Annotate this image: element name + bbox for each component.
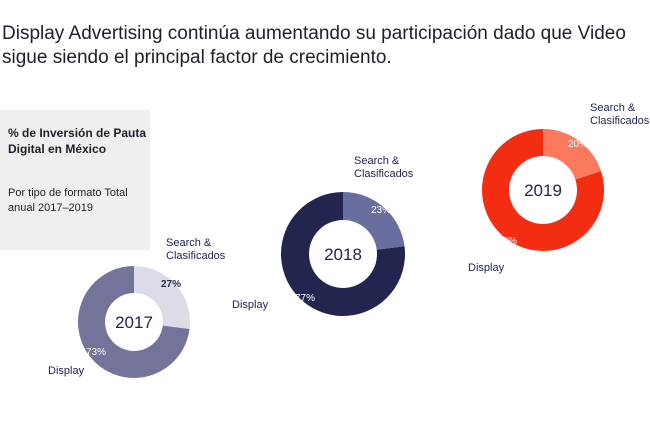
- donut-slice: [281, 192, 405, 316]
- donut-center-label: 2018: [324, 245, 362, 264]
- info-box-subtitle: Por tipo de formato Total anual 2017–201…: [8, 187, 128, 214]
- data-label: 80%: [497, 236, 517, 247]
- category-label: Display: [232, 299, 269, 311]
- data-label: 77%: [295, 293, 315, 304]
- category-label: Display: [48, 365, 85, 377]
- donut-slice: [481, 129, 604, 251]
- info-box-title: % de Inversión de Pauta Digital en Méxic…: [8, 126, 147, 156]
- data-label: 73%: [86, 347, 106, 358]
- category-label: Display: [468, 262, 505, 274]
- data-label: 20%: [568, 139, 588, 150]
- donut-chart-2017: 2017 27% 73% Search & Clasificados Display: [48, 237, 226, 378]
- headline: Display Advertising continúa aumentando …: [2, 23, 626, 68]
- donut-center-label: 2019: [524, 181, 562, 200]
- donut-slice: [78, 266, 190, 378]
- donut-chart-2018: 2018 23% 77% Search & Clasificados Display: [232, 155, 414, 316]
- category-label: Search & Clasificados: [590, 102, 650, 127]
- data-label: 23%: [371, 205, 391, 216]
- donut-center-label: 2017: [115, 313, 153, 332]
- data-label: 27%: [161, 279, 181, 290]
- category-label: Search & Clasificados: [166, 237, 226, 262]
- donut-slice: [543, 129, 602, 180]
- category-label: Search & Clasificados: [354, 155, 414, 180]
- donut-slice: [134, 266, 190, 330]
- info-box: % de Inversión de Pauta Digital en Méxic…: [0, 110, 150, 250]
- donut-slice: [343, 192, 405, 250]
- donut-chart-2019: 2019 20% 80% Search & Clasificados Display: [468, 102, 650, 274]
